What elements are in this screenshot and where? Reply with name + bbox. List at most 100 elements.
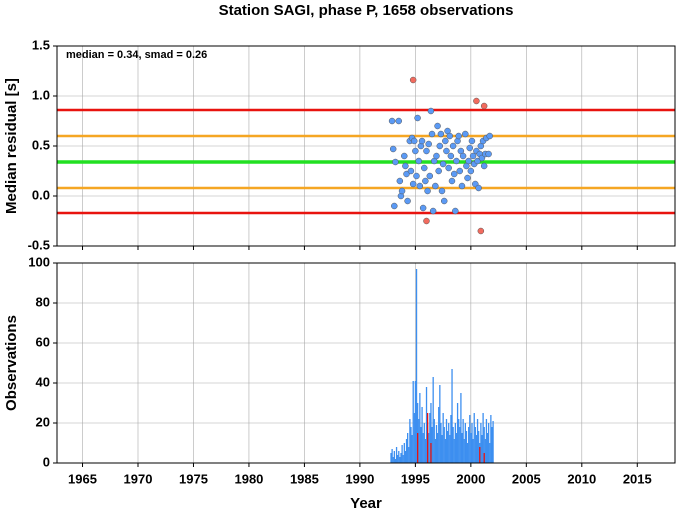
point (442, 137, 449, 145)
point (422, 177, 429, 185)
point (412, 147, 419, 155)
point (414, 114, 421, 122)
bar (456, 403, 459, 463)
bar (397, 455, 399, 463)
bar (480, 423, 482, 463)
point (455, 132, 462, 140)
x-tick-label: 1985 (290, 471, 319, 486)
bar (465, 431, 468, 463)
y-tick-label: -0.5 (28, 237, 50, 252)
bar (483, 427, 485, 463)
point (433, 152, 440, 160)
bar (424, 439, 427, 463)
bar (492, 421, 494, 463)
plot-frame (56, 262, 676, 464)
bar (414, 381, 417, 463)
point (467, 167, 475, 175)
y-tick-label: 1.5 (32, 37, 50, 52)
point (411, 137, 418, 145)
bar (393, 451, 395, 463)
bar (470, 433, 472, 463)
bar (448, 423, 450, 463)
y-tick-label: 0 (43, 454, 50, 469)
bar (466, 443, 469, 463)
point (480, 102, 488, 110)
bar (407, 433, 409, 463)
point (403, 170, 410, 178)
bar (409, 419, 411, 463)
bar (401, 445, 403, 463)
bar (429, 413, 431, 463)
point (456, 167, 464, 175)
point (450, 170, 458, 178)
bar (458, 419, 460, 463)
y-tick-label: 20 (36, 414, 50, 429)
bar (390, 453, 392, 463)
bar (471, 423, 473, 463)
x-tick-label: 1990 (345, 471, 374, 486)
bar (410, 427, 412, 463)
bar (405, 439, 408, 463)
bar (430, 403, 432, 463)
point (423, 217, 430, 225)
point (445, 164, 452, 172)
y-tick-label: 100 (28, 254, 50, 269)
bar (438, 407, 440, 463)
x-tick-label: 1995 (401, 471, 430, 486)
bar (434, 439, 437, 463)
bar (488, 423, 490, 463)
point (440, 197, 448, 205)
bar (421, 407, 423, 463)
point (452, 207, 459, 215)
point (416, 182, 424, 190)
bar (452, 427, 454, 463)
bar (398, 451, 400, 463)
point (485, 150, 492, 158)
bar (395, 447, 398, 463)
point (427, 107, 435, 115)
bar (428, 433, 430, 463)
bar (418, 419, 420, 463)
bar (459, 427, 461, 463)
bar (472, 439, 474, 463)
point (435, 167, 442, 175)
point (473, 97, 480, 105)
bar (430, 443, 432, 463)
bar (432, 377, 434, 463)
point (396, 177, 404, 185)
point (437, 130, 445, 138)
bar (446, 431, 449, 463)
x-tick-label: 2015 (623, 471, 652, 486)
bar (450, 415, 452, 463)
bar (425, 387, 428, 463)
bar (449, 435, 451, 463)
y-tick-label: 0.0 (32, 187, 50, 202)
bar (400, 453, 402, 463)
point (404, 197, 411, 205)
bar (423, 423, 425, 463)
bar (473, 413, 475, 463)
bar (392, 457, 394, 463)
point (465, 157, 472, 165)
bar (440, 423, 442, 463)
x-tick-label: 1980 (234, 471, 263, 486)
bar (413, 413, 415, 463)
bar (391, 449, 393, 463)
bar (478, 431, 480, 463)
bar (474, 427, 476, 463)
plot-content (390, 269, 494, 463)
y-tick-label: 60 (36, 334, 50, 349)
point (477, 227, 485, 235)
x-tick-label: 1975 (179, 471, 208, 486)
point (415, 157, 422, 165)
point (474, 157, 481, 165)
bar (416, 433, 419, 463)
point (424, 187, 431, 195)
point (439, 160, 447, 168)
point (389, 145, 397, 153)
bar (451, 369, 453, 463)
point (480, 162, 488, 170)
bar (419, 393, 421, 463)
point (388, 117, 396, 125)
